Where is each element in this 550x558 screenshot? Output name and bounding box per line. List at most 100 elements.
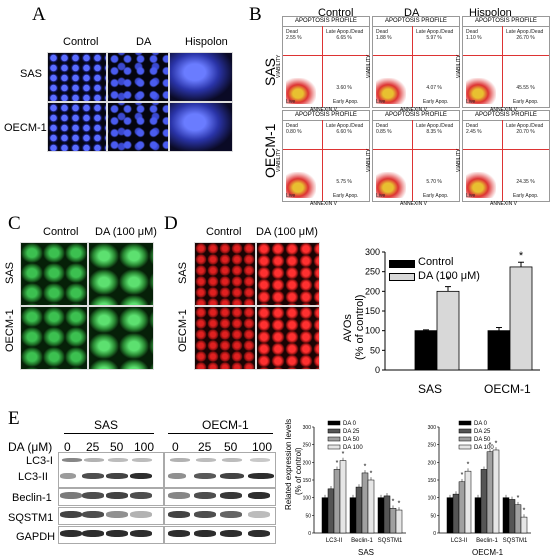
facs-quad-dead-label: Dead bbox=[286, 29, 298, 35]
d-y-tick-label: 200 bbox=[365, 286, 380, 296]
e-legend-label: DA 50 bbox=[474, 437, 491, 443]
facs-quad-live-label: Live bbox=[376, 193, 386, 199]
e-bar bbox=[520, 516, 528, 534]
e-chart-ylabel-2: (% of control) bbox=[294, 447, 303, 495]
facs-xaxis-label: ANNEXIN V bbox=[490, 107, 517, 113]
e-bar bbox=[452, 493, 460, 534]
row-label-oecm1: OECM-1 bbox=[4, 122, 47, 134]
facs-gate-horizontal bbox=[463, 54, 549, 56]
facs-plot: APOPTOSIS PROFILE Dead 0.85 % Late Apop./De… bbox=[372, 110, 460, 202]
e-y-tick-label: 0 bbox=[433, 531, 436, 537]
band-lc3i bbox=[250, 458, 270, 462]
band-beclin1 bbox=[82, 492, 104, 499]
micrograph-a-oecm1-da bbox=[107, 102, 169, 152]
facs-plot: APOPTOSIS PROFILE Dead 1.10 % Late Apop./De… bbox=[462, 16, 550, 108]
facs-quad-early-label: Early Apop. bbox=[332, 193, 359, 199]
e-protein-gapdh: GAPDH bbox=[16, 531, 56, 543]
e-y-tick-label: 150 bbox=[303, 478, 312, 484]
facs-quad-early-label: Early Apop. bbox=[332, 99, 359, 105]
facs-quad-early-value: 24.35 % bbox=[516, 179, 535, 185]
d-y-tick-label: 100 bbox=[365, 326, 380, 336]
facs-xaxis-label: ANNEXIN V bbox=[400, 201, 427, 207]
panel-letter-b: B bbox=[249, 4, 262, 25]
e-y-tick-label: 50 bbox=[430, 513, 436, 519]
facs-quad-late-value: 26.70 % bbox=[516, 35, 535, 41]
d-col-label-control: Control bbox=[206, 226, 242, 238]
facs-quad-late-label: Late Apop./Dead bbox=[416, 123, 454, 129]
c-row-label-oecm1: OECM-1 bbox=[4, 309, 16, 352]
micrograph-a-sas-hispolon bbox=[169, 52, 233, 102]
facs-yaxis-label: VIABILITY bbox=[456, 148, 462, 172]
e-chart-ylabel-1: Related expression levels bbox=[284, 418, 293, 510]
facs-quad-dead-value: 2.45 % bbox=[466, 129, 482, 135]
facs-plot: APOPTOSIS PROFILE Dead 0.80 % Late Apop./De… bbox=[282, 110, 370, 202]
micrograph-a-oecm1-hispolon bbox=[169, 102, 233, 152]
e-legend-swatch bbox=[327, 444, 341, 450]
band-gapdh bbox=[194, 530, 216, 537]
e-legend-swatch bbox=[327, 436, 341, 442]
facs-gate-vertical bbox=[501, 120, 503, 201]
facs-yaxis-label: VIABILITY bbox=[456, 54, 462, 78]
band-lc3i bbox=[222, 458, 242, 462]
band-lc3ii bbox=[106, 473, 128, 479]
e-y-tick-label: 0 bbox=[308, 531, 311, 537]
panel-letter-e: E bbox=[8, 408, 20, 429]
facs-quad-late-value: 6.65 % bbox=[336, 35, 352, 41]
e-protein-sqstm1: SQSTM1 bbox=[8, 512, 54, 524]
band-sqstm1 bbox=[106, 511, 128, 518]
e-bar bbox=[486, 451, 494, 534]
facs-quad-late-value: 8.35 % bbox=[426, 129, 442, 135]
band-sqstm1 bbox=[194, 511, 216, 518]
band-gapdh bbox=[168, 530, 190, 537]
d-y-tick-label: 0 bbox=[375, 365, 380, 375]
e-bar bbox=[321, 497, 329, 534]
e-legend-label: DA 0 bbox=[474, 421, 488, 427]
facs-quad-dead-value: 1.88 % bbox=[376, 35, 392, 41]
e-bar bbox=[458, 481, 466, 534]
band-lc3ii bbox=[60, 473, 76, 479]
e-legend-swatch bbox=[327, 420, 341, 426]
band-gapdh bbox=[130, 530, 152, 537]
e-significance-star: * bbox=[336, 460, 339, 467]
e-bar bbox=[333, 469, 341, 534]
c-col-label-control: Control bbox=[43, 226, 79, 238]
facs-quad-late-label: Late Apop./Dead bbox=[506, 29, 544, 35]
micrograph-a-sas-control bbox=[47, 52, 107, 102]
e-legend-swatch bbox=[458, 428, 472, 434]
facs-yaxis-label: VIABILITY bbox=[276, 148, 282, 172]
band-gapdh bbox=[82, 530, 104, 537]
facs-quad-live-label: Live bbox=[466, 99, 476, 105]
d-y-tick-label: 300 bbox=[365, 247, 380, 257]
facs-xaxis-label: ANNEXIN V bbox=[310, 107, 337, 113]
col-label-da: DA bbox=[136, 36, 152, 48]
micrograph-a-sas-da bbox=[107, 52, 169, 102]
e-category-label: SQSTM1 bbox=[378, 538, 403, 544]
band-beclin1 bbox=[168, 492, 190, 499]
e-y-tick-label: 300 bbox=[303, 425, 312, 431]
facs-xaxis-label: ANNEXIN V bbox=[310, 201, 337, 207]
e-legend-swatch bbox=[458, 444, 472, 450]
d-legend-da: DA (100 μM) bbox=[418, 270, 480, 282]
e-bar bbox=[474, 497, 482, 534]
facs-plot: APOPTOSIS PROFILE Dead 2.55 % Late Apop./De… bbox=[282, 16, 370, 108]
e-legend-swatch bbox=[458, 420, 472, 426]
d-significance-star: * bbox=[446, 275, 451, 287]
e-significance-star: * bbox=[495, 440, 498, 447]
band-beclin1 bbox=[106, 492, 128, 499]
facs-gate-horizontal bbox=[373, 54, 459, 56]
band-lc3i bbox=[84, 458, 104, 462]
e-dose-value: 50 bbox=[224, 440, 238, 454]
e-category-label: LC3-II bbox=[326, 538, 343, 544]
facs-yaxis-label: VIABILITY bbox=[276, 54, 282, 78]
avos-bar-chart: 0 50 100 150 200 250 300 * * bbox=[365, 247, 540, 375]
e-legend-swatch bbox=[458, 436, 472, 442]
d-y-tick-label: 50 bbox=[370, 345, 380, 355]
e-significance-star: * bbox=[342, 451, 345, 458]
band-beclin1 bbox=[60, 492, 82, 499]
e-significance-star: * bbox=[461, 472, 464, 479]
e-y-tick-label: 50 bbox=[305, 513, 311, 519]
e-legend-label: DA 25 bbox=[343, 429, 360, 435]
e-bar bbox=[446, 497, 454, 534]
d-bar bbox=[509, 266, 533, 371]
band-gapdh bbox=[106, 530, 128, 537]
